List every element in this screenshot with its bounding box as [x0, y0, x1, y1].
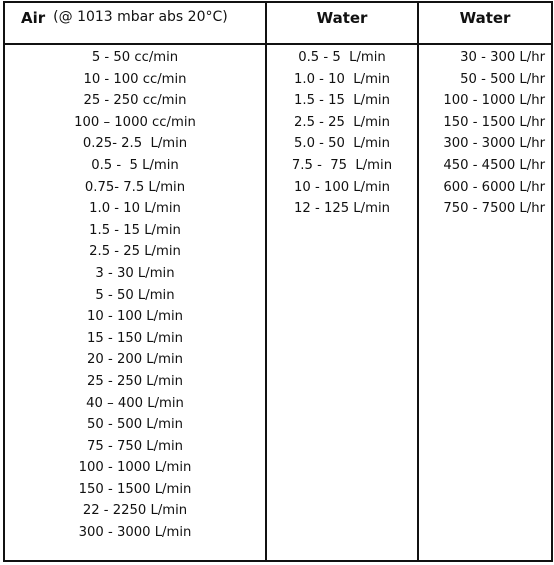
- range-row: 1.0 - 10 L/min: [294, 71, 390, 87]
- range-row: 75 - 750 L/min: [87, 438, 183, 454]
- range-row: 300 - 3000 L/hr: [443, 136, 545, 152]
- range-row: 750 - 7500 L/hr: [443, 201, 545, 217]
- air-ranges-cell: 5 - 50 cc/min 10 - 100 cc/min 25 - 250 cc/…: [3, 43, 267, 562]
- range-row: 50 - 500 L/hr: [460, 71, 545, 87]
- range-row: 30 - 300 L/hr: [460, 50, 545, 65]
- range-row: 15 - 150 L/min: [87, 330, 183, 346]
- range-row: 22 - 2250 L/min: [82, 503, 188, 519]
- water-lmin-ranges-list: 0.5 - 5 L/min 1.0 - 10 L/min 1.5 - 15 L/mi…: [267, 45, 417, 220]
- range-row: 20 - 200 L/min: [87, 352, 183, 368]
- range-row: 1.0 - 10 L/min: [89, 201, 181, 217]
- range-row: 25 - 250 cc/min: [83, 93, 187, 109]
- water-lmin-ranges-cell: 0.5 - 5 L/min 1.0 - 10 L/min 1.5 - 15 L/mi…: [265, 43, 419, 562]
- range-row: 2.5 - 25 L/min: [294, 114, 390, 130]
- range-row: 3 - 30 L/min: [95, 265, 175, 281]
- range-row: 0.5 - 5 L/min: [91, 157, 179, 173]
- range-row: 25 - 250 L/min: [87, 373, 183, 389]
- range-row: 150 - 1500 L/min: [78, 481, 192, 497]
- water-lhr-ranges-cell: 30 - 300 L/hr 50 - 500 L/hr 100 - 1000 L/h…: [417, 43, 553, 562]
- range-row: 100 - 1000 L/min: [78, 460, 192, 476]
- range-row: 150 - 1500 L/hr: [443, 114, 545, 130]
- header-water-lmin-label: Water: [316, 9, 368, 27]
- range-row: 0.5 - 5 L/min: [298, 50, 386, 65]
- header-water-lhr-label: Water: [459, 9, 511, 27]
- water-lhr-ranges-list: 30 - 300 L/hr 50 - 500 L/hr 100 - 1000 L/h…: [419, 45, 551, 220]
- flow-range-table: Air (@ 1013 mbar abs 20°C) Water Water: [3, 1, 553, 562]
- air-ranges-list: 5 - 50 cc/min 10 - 100 cc/min 25 - 250 cc/…: [5, 45, 265, 544]
- range-row: 1.5 - 15 L/min: [89, 222, 181, 238]
- range-row: 100 - 1000 L/hr: [443, 93, 545, 109]
- range-row: 450 - 4500 L/hr: [443, 157, 545, 173]
- range-row: 300 - 3000 L/min: [78, 525, 192, 541]
- range-row: 10 - 100 cc/min: [83, 71, 187, 87]
- range-row: 0.75- 7.5 L/min: [84, 179, 186, 195]
- range-row: 2.5 - 25 L/min: [89, 244, 181, 260]
- range-row: 0.25- 2.5 L/min: [82, 136, 188, 152]
- header-air-conditions: (@ 1013 mbar abs 20°C): [53, 9, 228, 25]
- header-water-lhr: Water: [417, 1, 553, 45]
- range-row: 5.0 - 50 L/min: [294, 136, 390, 152]
- range-row: 600 - 6000 L/hr: [443, 179, 545, 195]
- range-row: 100 – 1000 cc/min: [74, 114, 196, 130]
- header-air: Air (@ 1013 mbar abs 20°C): [3, 1, 267, 45]
- range-row: 50 - 500 L/min: [87, 417, 183, 433]
- range-row: 5 - 50 L/min: [95, 287, 175, 303]
- range-row: 10 - 100 L/min: [294, 179, 390, 195]
- range-row: 5 - 50 cc/min: [91, 50, 179, 65]
- range-row: 10 - 100 L/min: [87, 309, 183, 325]
- range-row: 40 – 400 L/min: [86, 395, 184, 411]
- range-row: 12 - 125 L/min: [294, 201, 390, 217]
- header-water-lmin: Water: [265, 1, 419, 45]
- range-row: 1.5 - 15 L/min: [294, 93, 390, 109]
- range-row: 7.5 - 75 L/min: [291, 157, 393, 173]
- header-air-label: Air: [21, 9, 46, 27]
